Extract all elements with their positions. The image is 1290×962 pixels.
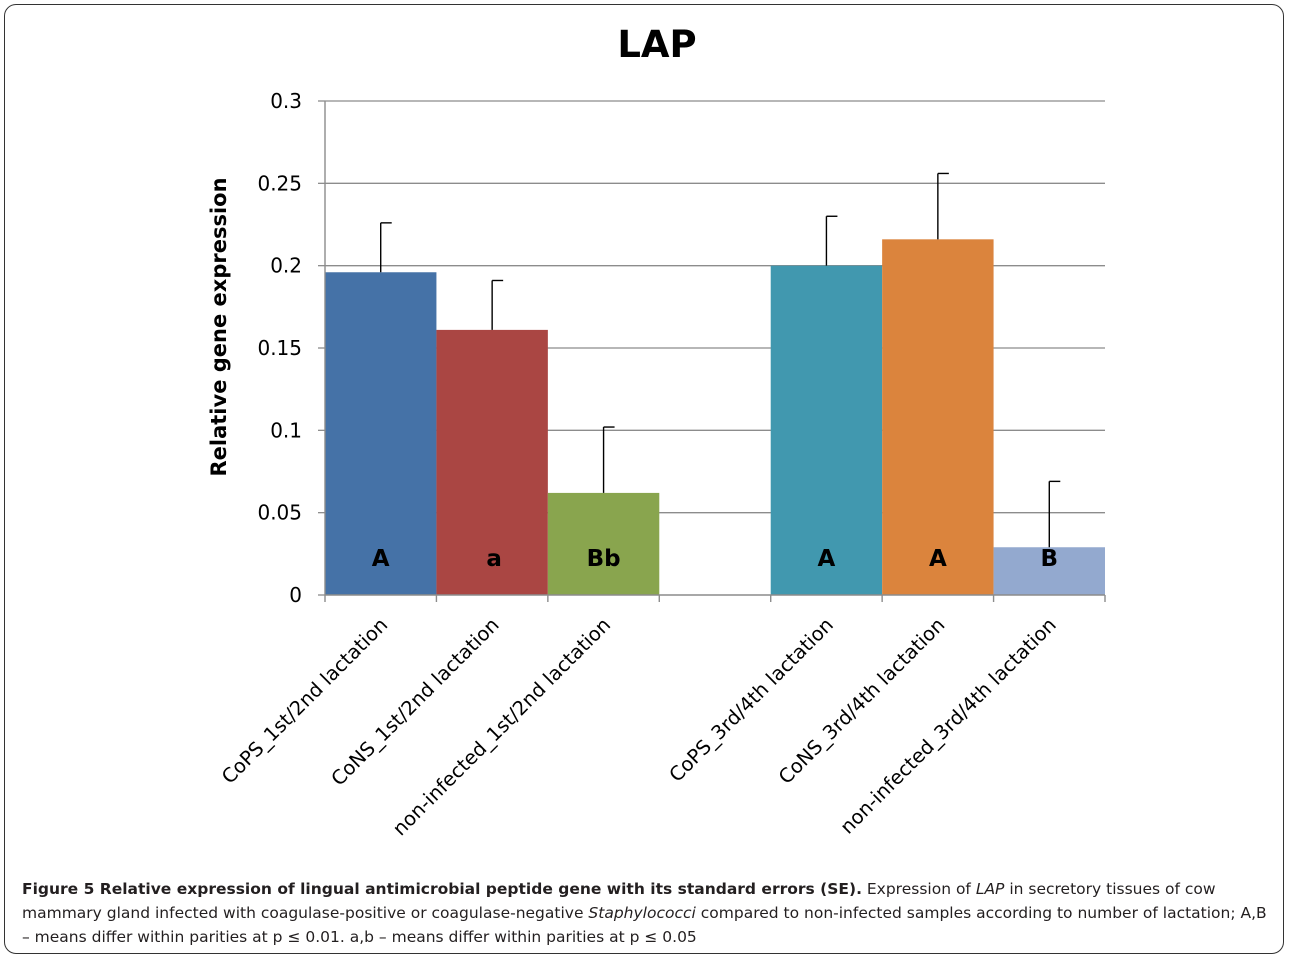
caption-title: Figure 5 Relative expression of lingual … (22, 880, 862, 898)
y-tick-label: 0.3 (270, 89, 302, 113)
y-tick-label: 0 (289, 583, 302, 607)
caption-text-3: compared to non-infected samples accordi… (22, 904, 1267, 946)
bar-label: A (929, 546, 947, 572)
caption-gene-name: LAP (975, 880, 1005, 898)
bar (325, 272, 437, 595)
bar-label: B (1041, 546, 1059, 572)
x-tick-label: non-infected_1st/2nd lactation (388, 613, 615, 840)
axes (318, 100, 1106, 602)
y-tick-label: 0.1 (270, 418, 302, 442)
bar (547, 492, 660, 595)
y-tick-label: 0.15 (257, 336, 302, 360)
error-bars (380, 172, 1061, 548)
caption-text-1: Expression of (861, 880, 976, 898)
caption-text-2: in secretory tissues of cow mammary glan… (22, 880, 1216, 922)
bar (770, 265, 883, 595)
bar-label: A (372, 546, 390, 572)
y-tick-label: 0.05 (257, 501, 302, 525)
y-tick-label: 0.2 (270, 254, 302, 278)
figure-frame (4, 4, 1284, 954)
caption-genus-name: Staphylococci (588, 904, 696, 922)
y-tick-labels: 0 0.05 0.1 0.15 0.2 0.25 0.3 (257, 89, 302, 607)
bar-label: A (818, 546, 836, 572)
bars (325, 239, 1105, 595)
y-axis-label: Relative gene expression (207, 177, 231, 476)
y-tick-label: 0.25 (257, 171, 302, 195)
bar-label: Bb (587, 546, 621, 572)
bar (993, 547, 1105, 595)
x-tick-label: non-infected_3rd/4th lactation (836, 613, 1061, 838)
bar-label: a (486, 546, 502, 572)
chart-title: LAP (617, 23, 696, 66)
figure-caption: Figure 5 Relative expression of lingual … (22, 877, 1267, 949)
bar (882, 239, 994, 595)
bar (436, 329, 548, 595)
